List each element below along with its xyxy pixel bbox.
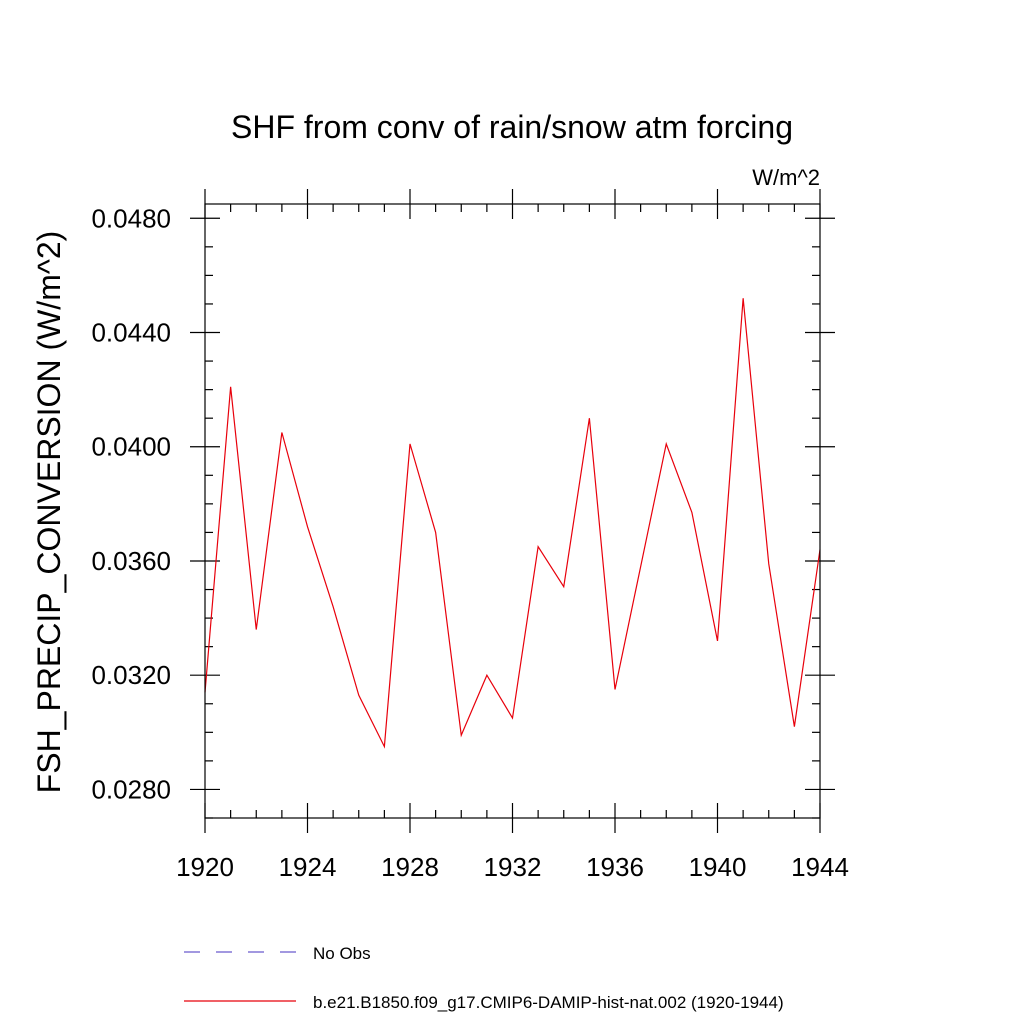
x-tick-label: 1940: [689, 852, 747, 882]
axis-tick-labels: 1920 1924 1928 1932 1936 1940 1944 0.0280 0.0320…: [91, 203, 848, 882]
y-tick-label: 0.0400: [91, 432, 171, 462]
y-tick-label: 0.0440: [91, 318, 171, 348]
x-tick-label: 1920: [176, 852, 234, 882]
x-tick-label: 1944: [791, 852, 849, 882]
y-tick-label: 0.0360: [91, 546, 171, 576]
x-tick-label: 1928: [381, 852, 439, 882]
legend: No Obs b.e21.B1850.f09_g17.CMIP6-DAMIP-hi…: [184, 944, 784, 1012]
series-lines: [204, 298, 821, 749]
chart-title: SHF from conv of rain/snow atm forcing: [231, 109, 793, 145]
y-tick-label: 0.0320: [91, 660, 171, 690]
y-tick-label: 0.0280: [91, 774, 171, 804]
x-tick-label: 1924: [279, 852, 337, 882]
units-label: W/m^2: [752, 165, 820, 190]
y-axis-label: FSH_PRECIP_CONVERSION (W/m^2): [31, 231, 67, 794]
x-tick-label: 1932: [484, 852, 542, 882]
series-line: [204, 298, 821, 749]
axis-ticks: [190, 189, 835, 833]
y-tick-label: 0.0480: [91, 203, 171, 233]
x-tick-label: 1936: [586, 852, 644, 882]
legend-label: b.e21.B1850.f09_g17.CMIP6-DAMIP-hist-nat…: [313, 993, 784, 1012]
plot-frame: [204, 203, 821, 819]
legend-label: No Obs: [313, 944, 371, 963]
